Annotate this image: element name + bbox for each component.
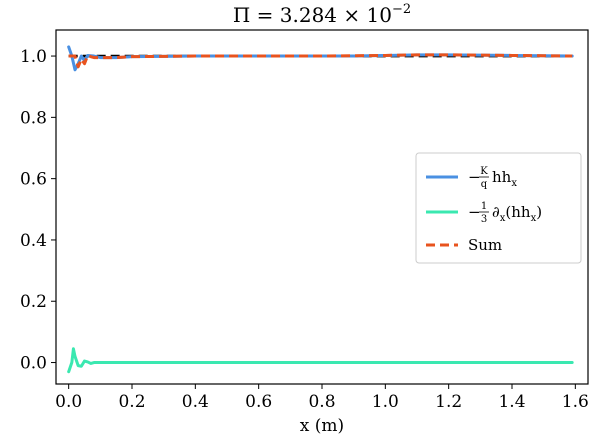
x-tick-label: 0.4 xyxy=(182,392,209,412)
chart-title-main: Π = 3.284 × 10 xyxy=(233,3,392,27)
legend-label-s1: − xyxy=(468,168,481,186)
legend-frac-den: q xyxy=(481,179,488,190)
legend-frac-num: 1 xyxy=(481,201,487,212)
x-axis-ticks: 0.0 0.2 0.4 0.6 0.8 1.0 1.2 1.4 1.6 xyxy=(55,384,589,412)
x-tick-label: 0.0 xyxy=(55,392,82,412)
y-tick-label: 0.4 xyxy=(20,231,47,251)
legend-entries: − Kq hhx− 13 ∂x(hhx)Sum xyxy=(426,166,542,254)
legend-label-s2: − xyxy=(468,203,481,221)
legend-frac-den: 3 xyxy=(481,214,487,225)
chart-title-exponent: −2 xyxy=(392,2,411,17)
x-tick-label: 0.2 xyxy=(118,392,145,412)
y-tick-label: 0.2 xyxy=(20,292,47,312)
x-tick-label: 0.6 xyxy=(245,392,272,412)
legend: − Kq hhx− 13 ∂x(hhx)Sum xyxy=(415,152,582,264)
series-line-s1 xyxy=(67,45,574,72)
legend-label-tail: hhx xyxy=(492,168,517,189)
chart-title: Π = 3.284 × 10−2 xyxy=(233,2,411,27)
y-tick-label: 0.0 xyxy=(20,354,47,374)
legend-label-tail: ∂x(hhx) xyxy=(492,203,542,224)
x-tick-label: 1.0 xyxy=(372,392,399,412)
x-tick-label: 1.6 xyxy=(562,392,589,412)
legend-label-s3: Sum xyxy=(468,236,502,254)
y-tick-label: 0.6 xyxy=(20,170,47,190)
series-line-s3 xyxy=(68,53,573,69)
legend-box xyxy=(415,152,582,264)
legend-frac-num: K xyxy=(480,166,488,177)
x-axis-label: x (m) xyxy=(300,416,344,436)
y-tick-label: 0.8 xyxy=(20,108,47,128)
y-axis-ticks: 0.0 0.2 0.4 0.6 0.8 1.0 xyxy=(20,47,56,374)
series-layer xyxy=(67,45,574,374)
x-tick-label: 1.2 xyxy=(435,392,462,412)
y-tick-label: 1.0 xyxy=(20,47,47,67)
x-tick-label: 0.8 xyxy=(308,392,335,412)
x-tick-label: 1.4 xyxy=(498,392,525,412)
series-line-s2 xyxy=(67,347,574,374)
